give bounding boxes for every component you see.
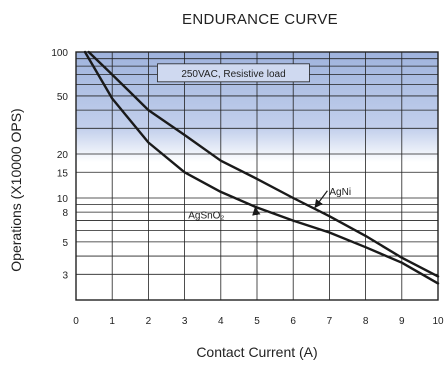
annotation-label-agni: AgNi — [329, 187, 351, 198]
y-tick-labels: 3 5 8 10 15 20 50 100 — [51, 48, 68, 281]
annotation-label-agsno2: AgSnO₂ — [188, 211, 224, 222]
series-line-agni — [87, 50, 440, 278]
chart-title: ENDURANCE CURVE — [182, 11, 338, 28]
x-tick-label: 7 — [327, 316, 333, 327]
y-tick-label: 3 — [62, 270, 68, 281]
plot-frame — [75, 51, 439, 301]
condition-label: 250VAC, Resistive load — [181, 69, 285, 80]
x-tick-label: 3 — [182, 316, 188, 327]
x-tick-label: 2 — [146, 316, 152, 327]
x-tick-label: 6 — [290, 316, 296, 327]
x-tick-label: 9 — [399, 316, 405, 327]
x-tick-label: 8 — [363, 316, 369, 327]
y-axis-label: Operations (X10000 OPS) — [8, 108, 24, 271]
x-tick-labels: 0 1 2 3 4 5 6 7 8 9 10 — [73, 316, 444, 327]
y-tick-label: 15 — [57, 168, 69, 179]
annotation-arrow-agsno2 — [252, 206, 261, 216]
x-tick-label: 10 — [432, 316, 444, 327]
y-tick-label: 8 — [62, 208, 68, 219]
y-tick-label: 100 — [51, 48, 68, 59]
x-tick-label: 5 — [254, 316, 260, 327]
annotation-arrow-agni — [314, 190, 328, 209]
x-tick-label: 0 — [73, 316, 79, 327]
y-tick-label: 20 — [57, 150, 69, 161]
y-tick-label: 50 — [57, 92, 69, 103]
series-annotations: AgNi AgSnO₂ — [188, 187, 351, 222]
x-axis-label: Contact Current (A) — [196, 344, 317, 360]
y-tick-label: 5 — [62, 238, 68, 249]
x-tick-label: 4 — [218, 316, 224, 327]
y-tick-label: 10 — [57, 194, 69, 205]
x-tick-label: 1 — [109, 316, 115, 327]
condition-box: 250VAC, Resistive load — [157, 63, 310, 83]
